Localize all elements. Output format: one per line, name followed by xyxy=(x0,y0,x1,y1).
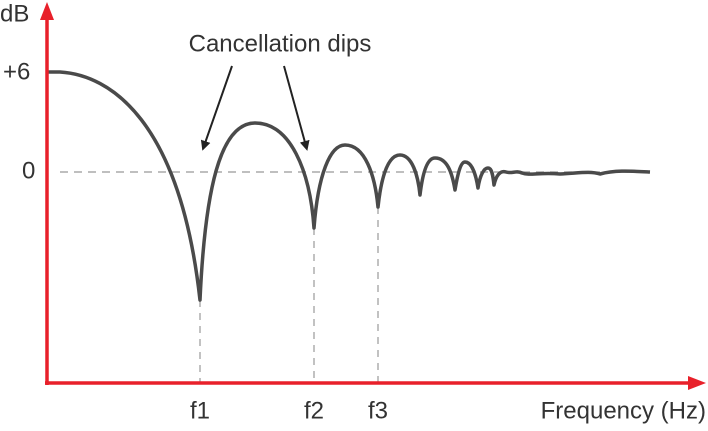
y-tick-label: 0 xyxy=(22,157,35,184)
x-axis-label: Frequency (Hz) xyxy=(541,397,706,424)
axes xyxy=(40,2,706,390)
dip-guides xyxy=(199,207,379,383)
y-axis-label: dB xyxy=(0,0,29,27)
annotation: Cancellation dips xyxy=(189,30,372,57)
x-tick-label: f1 xyxy=(190,397,210,424)
y-tick-label: +6 xyxy=(3,58,30,85)
annotation-arrow xyxy=(200,65,233,151)
response-curve xyxy=(47,70,651,302)
x-tick-label: f2 xyxy=(304,397,324,424)
annotation-arrow xyxy=(283,65,310,151)
x-tick-label: f3 xyxy=(368,397,388,424)
